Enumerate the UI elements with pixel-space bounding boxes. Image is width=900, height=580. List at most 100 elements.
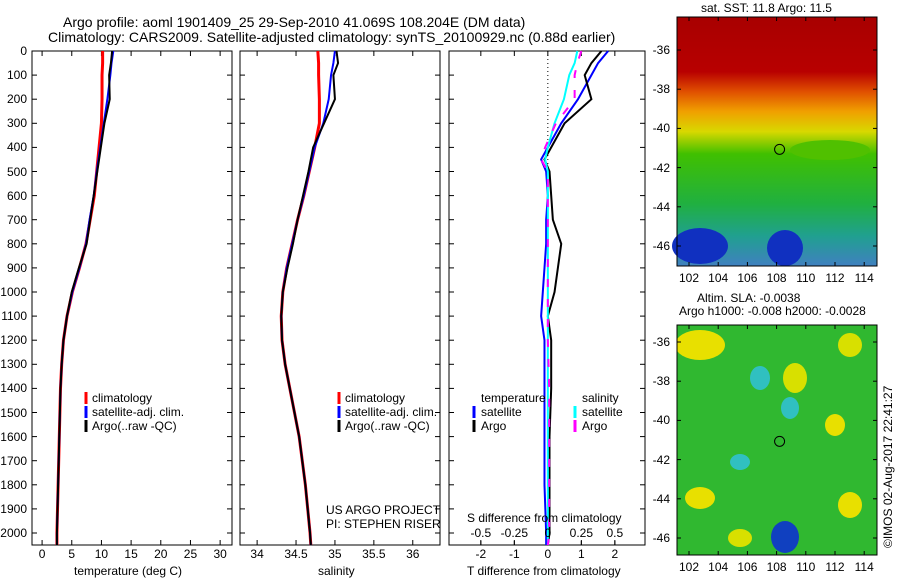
x-tick-label: 1 — [577, 547, 585, 561]
lon-tick-label: 112 — [825, 560, 845, 574]
x-tick-label: 15 — [124, 547, 138, 561]
depth-tick-label: 0 — [20, 44, 27, 58]
legend-s-satellite: satellite — [582, 405, 623, 419]
depth-tick-label: 2000 — [0, 526, 27, 540]
x-tick-label: 34.5 — [284, 547, 308, 561]
lat-tick-label: -46 — [652, 239, 670, 253]
depth-tick-label: 500 — [6, 164, 27, 179]
s-tick-label: -0.5 — [470, 526, 492, 540]
series-t-satellite — [540, 50, 609, 545]
sla-high-patch — [728, 529, 752, 547]
series-t-argo — [543, 50, 603, 546]
depth-tick-label: 1200 — [0, 333, 27, 348]
sla-low-patch — [771, 521, 799, 553]
x-tick-label: 10 — [94, 547, 109, 561]
depth-tick-label: 300 — [6, 116, 27, 131]
sst-cold-patch — [767, 230, 803, 266]
float-position-marker — [774, 143, 786, 155]
lat-tick-label: -38 — [652, 374, 670, 389]
sla-high-patch — [838, 333, 862, 357]
legend-satellite: satellite-adj. clim. — [92, 405, 185, 419]
x-tick-label: -2 — [475, 547, 487, 561]
sla-low-patch — [750, 366, 770, 390]
sla-high-patch — [685, 487, 715, 509]
series-s-satellite — [544, 50, 579, 545]
depth-tick-label: 1600 — [0, 429, 27, 444]
depth-tick-label: 100 — [6, 68, 27, 83]
s-tick-label: 0 — [544, 526, 552, 540]
x-tick-label: 35.5 — [362, 547, 386, 561]
legend-s-argo: Argo — [582, 419, 608, 433]
temperature-xlabel: temperature (deg C) — [74, 564, 183, 578]
s-tick-label: 0.5 — [606, 526, 624, 540]
legend-climatology: climatology — [345, 391, 406, 405]
s-tick-label: 0.25 — [569, 526, 594, 540]
title-line-1: Argo profile: aoml 1901409_25 29-Sep-201… — [63, 14, 526, 30]
legend-salinity-heading: salinity — [582, 391, 619, 405]
copyright-timestamp: ©IMOS 02-Aug-2017 22:41:27 — [881, 385, 895, 548]
sla-map-title: Altim. SLA: -0.0038 — [697, 291, 801, 305]
sla-field — [677, 325, 877, 555]
lat-tick-label: -38 — [652, 82, 670, 97]
lon-tick-label: 106 — [737, 271, 758, 285]
depth-tick-label: 800 — [6, 236, 27, 251]
depth-tick-label: 1000 — [0, 285, 27, 299]
tdiff-xlabel: T difference from climatology — [467, 564, 621, 578]
depth-tick-label: 1100 — [1, 309, 27, 324]
lon-tick-label: 104 — [708, 271, 729, 285]
sla-low-patch — [781, 397, 799, 419]
lon-tick-label: 110 — [796, 271, 816, 285]
legend-satellite: satellite-adj. clim. — [345, 405, 438, 419]
legend-argo: Argo(..raw -QC) — [345, 419, 430, 433]
sst-map-title: sat. SST: 11.8 Argo: 11.5 — [701, 1, 832, 15]
x-tick-label: -1 — [508, 547, 520, 561]
x-tick-label: 20 — [154, 547, 168, 561]
sla-map — [677, 325, 877, 555]
sla-high-patch — [825, 414, 845, 436]
x-tick-label: 34 — [250, 547, 264, 561]
lon-tick-label: 104 — [708, 560, 729, 574]
sdiff-xlabel: S difference from climatology — [467, 511, 622, 525]
salinity-xlabel: salinity — [318, 564, 355, 578]
lon-tick-label: 114 — [854, 560, 874, 574]
sla-high-patch — [838, 492, 862, 518]
x-tick-label: 0 — [544, 547, 552, 561]
x-tick-label: 5 — [68, 547, 76, 561]
legend-t-satellite: satellite — [481, 405, 522, 419]
float-position-marker — [774, 435, 786, 447]
depth-tick-label: 200 — [6, 92, 27, 107]
lat-tick-label: -44 — [652, 491, 670, 506]
series-climatology — [279, 50, 321, 546]
x-tick-label: 30 — [213, 547, 227, 561]
legend-argo: Argo(..raw -QC) — [92, 419, 177, 433]
sst-warm-patch — [790, 140, 870, 160]
x-tick-label: 25 — [183, 547, 198, 561]
panel-frame-2 — [239, 50, 441, 546]
depth-tick-label: 1300 — [0, 357, 27, 372]
series-satellite-adj-clim- — [280, 50, 336, 546]
lat-tick-label: -40 — [652, 413, 670, 428]
depth-tick-label: 1800 — [0, 477, 27, 492]
x-tick-label: 2 — [611, 547, 619, 561]
lat-tick-label: -36 — [652, 43, 670, 57]
lat-tick-label: -42 — [652, 160, 670, 175]
depth-tick-label: 600 — [6, 188, 27, 203]
depth-tick-label: 900 — [6, 260, 27, 275]
lon-tick-label: 108 — [766, 560, 787, 574]
lon-tick-label: 112 — [825, 271, 845, 285]
panel-frame-1 — [31, 50, 233, 546]
project-name: US ARGO PROJECT — [326, 503, 441, 517]
sst-map — [672, 16, 878, 267]
x-tick-label: 36 — [406, 547, 420, 561]
lat-tick-label: -44 — [652, 199, 670, 214]
depth-tick-label: 400 — [6, 140, 27, 155]
series-climatology — [55, 51, 105, 545]
lon-tick-label: 102 — [678, 560, 700, 574]
sst-cold-patch — [672, 228, 728, 264]
lon-tick-label: 106 — [737, 560, 758, 574]
depth-tick-label: 1700 — [0, 453, 27, 468]
x-tick-label: 35 — [328, 547, 342, 561]
sla-high-patch — [783, 363, 807, 393]
